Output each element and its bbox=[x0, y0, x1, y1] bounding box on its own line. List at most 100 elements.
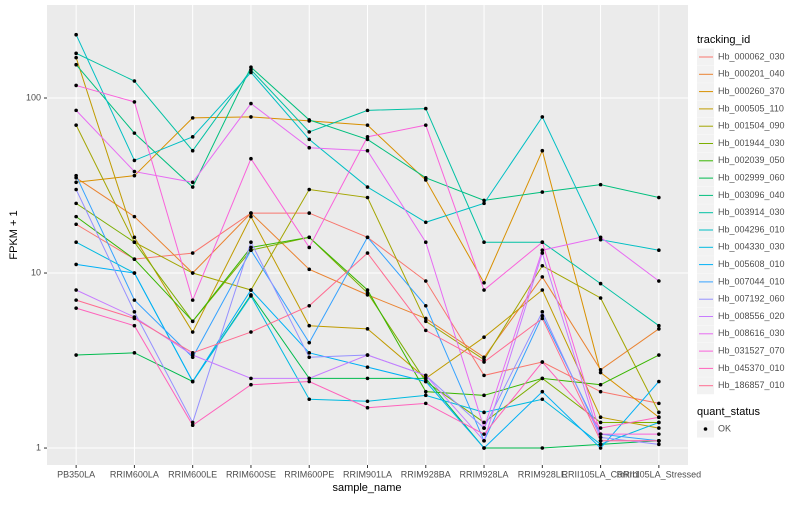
data-point bbox=[540, 313, 545, 318]
x-tick-label: RRIM928LA bbox=[460, 469, 509, 479]
data-point bbox=[307, 137, 312, 142]
data-point bbox=[482, 198, 486, 203]
data-point bbox=[132, 100, 137, 104]
data-point bbox=[249, 70, 253, 75]
data-point bbox=[598, 432, 603, 436]
data-point bbox=[540, 263, 545, 268]
data-point bbox=[540, 389, 545, 394]
data-point bbox=[307, 323, 312, 328]
legend-label: Hb_000201_040 bbox=[718, 69, 785, 79]
x-tick-label: RRIM901LA bbox=[343, 469, 392, 479]
data-point bbox=[249, 330, 253, 334]
data-point bbox=[307, 340, 312, 345]
data-point bbox=[598, 435, 603, 440]
data-point bbox=[249, 288, 253, 292]
data-point bbox=[74, 187, 78, 192]
data-point bbox=[190, 251, 195, 255]
data-point bbox=[482, 288, 486, 292]
y-axis-title: FPKM + 1 bbox=[8, 210, 20, 259]
data-point bbox=[365, 137, 370, 142]
x-tick-label: RRIM600SE bbox=[226, 469, 276, 479]
data-point bbox=[423, 328, 428, 333]
legend-label: Hb_000062_030 bbox=[718, 51, 785, 61]
data-point bbox=[190, 180, 195, 185]
data-point bbox=[598, 442, 603, 447]
data-point bbox=[423, 379, 428, 384]
data-point bbox=[365, 376, 370, 381]
data-point bbox=[598, 296, 603, 300]
data-point bbox=[190, 420, 195, 425]
data-point bbox=[365, 235, 370, 240]
legend-label: Hb_001944_030 bbox=[718, 138, 785, 148]
data-point bbox=[365, 327, 370, 331]
data-point bbox=[657, 438, 661, 443]
data-point bbox=[598, 182, 603, 187]
data-point bbox=[132, 173, 137, 178]
data-point bbox=[307, 211, 312, 215]
data-point bbox=[598, 446, 603, 450]
data-point bbox=[540, 360, 545, 364]
data-point bbox=[132, 169, 137, 174]
data-point bbox=[190, 330, 195, 334]
x-tick-label: RRIM600PE bbox=[284, 469, 334, 479]
data-point bbox=[132, 240, 137, 245]
y-tick-label: 10 bbox=[31, 267, 41, 277]
data-point bbox=[132, 271, 137, 275]
data-point bbox=[132, 158, 137, 163]
data-point bbox=[423, 303, 428, 308]
legend-label: OK bbox=[718, 423, 731, 433]
data-point bbox=[190, 379, 195, 384]
data-point bbox=[365, 195, 370, 200]
data-point bbox=[249, 376, 253, 381]
data-point bbox=[365, 148, 370, 153]
data-point bbox=[74, 222, 78, 227]
data-point bbox=[74, 240, 78, 245]
data-point bbox=[74, 201, 78, 206]
data-point bbox=[482, 240, 486, 245]
data-point bbox=[540, 240, 545, 245]
data-point bbox=[74, 62, 78, 67]
data-point bbox=[598, 426, 603, 430]
legend-label: Hb_045370_010 bbox=[718, 363, 785, 373]
data-point bbox=[540, 148, 545, 153]
data-point bbox=[540, 248, 545, 253]
data-point bbox=[132, 298, 137, 302]
legend-label: Hb_031527_070 bbox=[718, 345, 785, 355]
data-point bbox=[132, 79, 137, 83]
x-tick-label: RRII105LA_Control bbox=[562, 469, 640, 479]
data-point bbox=[598, 382, 603, 387]
legend-label: Hb_002039_050 bbox=[718, 155, 785, 165]
data-point bbox=[249, 294, 253, 298]
data-point bbox=[190, 148, 195, 153]
data-point bbox=[423, 319, 428, 324]
data-point bbox=[365, 108, 370, 113]
legend-label: Hb_008616_030 bbox=[718, 328, 785, 338]
data-point bbox=[540, 275, 545, 279]
data-point bbox=[657, 432, 661, 436]
data-point bbox=[482, 280, 486, 285]
legend-label: Hb_186857_010 bbox=[718, 380, 785, 390]
data-point bbox=[249, 214, 253, 219]
data-point bbox=[540, 190, 545, 194]
data-point bbox=[307, 303, 312, 308]
legend-label: Hb_003914_030 bbox=[718, 207, 785, 217]
data-point bbox=[249, 240, 253, 245]
data-point bbox=[190, 319, 195, 324]
data-point bbox=[307, 267, 312, 272]
data-point bbox=[249, 248, 253, 253]
legend-label: Hb_003096_040 bbox=[718, 190, 785, 200]
x-tick-label: RRII105LA_Stressed bbox=[617, 469, 702, 479]
data-point bbox=[190, 116, 195, 120]
x-axis-title: sample_name bbox=[332, 482, 401, 494]
data-point bbox=[657, 327, 661, 331]
data-point bbox=[307, 235, 312, 240]
data-point bbox=[540, 288, 545, 292]
data-point bbox=[657, 401, 661, 406]
data-point bbox=[74, 214, 78, 219]
data-point bbox=[423, 373, 428, 378]
data-point bbox=[482, 420, 486, 425]
data-point bbox=[598, 367, 603, 372]
data-point bbox=[74, 83, 78, 88]
data-point bbox=[74, 180, 78, 185]
data-point bbox=[307, 245, 312, 250]
